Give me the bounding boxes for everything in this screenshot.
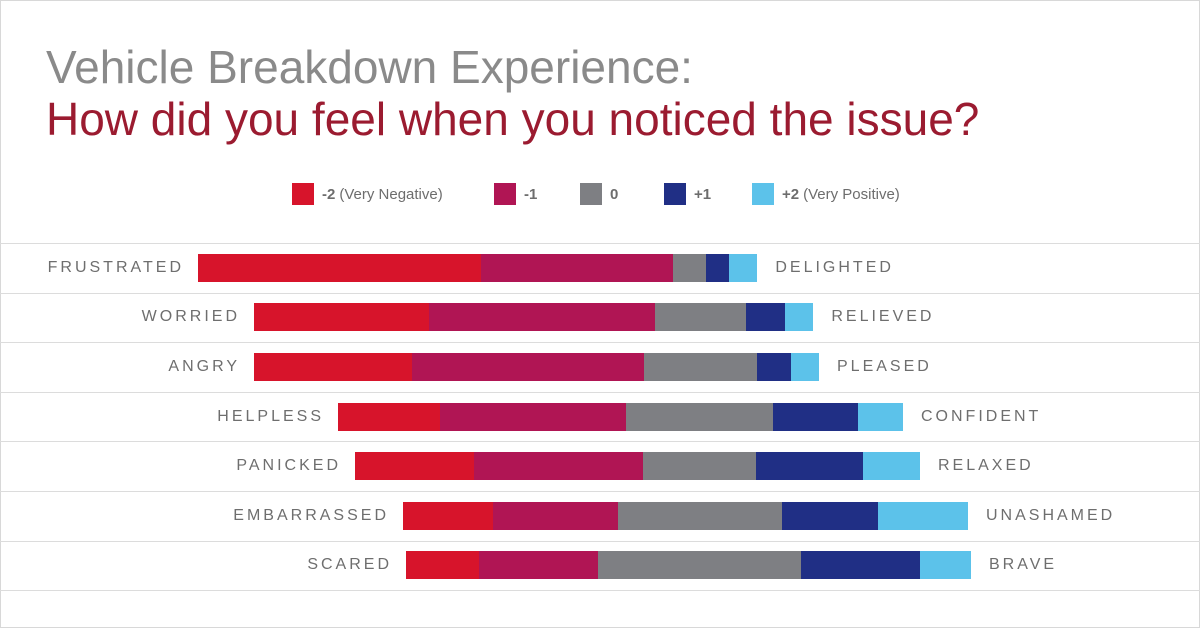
bar-row: [338, 402, 903, 431]
row-label-positive: CONFIDENT: [921, 407, 1042, 425]
row-divider: [0, 590, 1200, 591]
row-label-positive: RELAXED: [938, 457, 1034, 475]
bar-segment: [773, 402, 858, 431]
legend-item-zero: 0: [580, 183, 664, 205]
bar-segment: [338, 402, 440, 431]
bar-segment: [801, 551, 921, 580]
legend-swatch-pos1: [664, 183, 686, 205]
bar-row: [406, 551, 971, 580]
legend-key: +2: [782, 185, 800, 203]
bar-row: [355, 452, 920, 481]
bar-segment: [626, 402, 774, 431]
legend-desc: (Very Negative): [339, 185, 443, 203]
bar-segment: [655, 303, 746, 332]
legend-swatch-pos2: [752, 183, 774, 205]
row-label-positive: RELIEVED: [831, 308, 935, 326]
bar-row: [198, 253, 758, 282]
row-label-positive: BRAVE: [989, 556, 1058, 574]
bar-segment: [857, 402, 903, 431]
chart-subtitle: How did you feel when you noticed the is…: [46, 93, 980, 145]
row-label-positive: UNASHAMED: [986, 506, 1116, 524]
legend-swatch-neg2: [292, 183, 314, 205]
legend-swatch-neg1: [494, 183, 516, 205]
legend: -2 (Very Negative) -1 0 +1 +2 (Very Posi…: [292, 183, 932, 205]
row-divider: [0, 541, 1200, 542]
row-label-negative: FRUSTRATED: [47, 258, 184, 276]
bar-segment: [412, 353, 644, 381]
legend-key: -2: [322, 185, 336, 203]
legend-item-neg1: -1: [494, 183, 580, 205]
bar-segment: [480, 253, 673, 282]
bar-segment: [403, 501, 494, 530]
row-divider: [0, 441, 1200, 442]
row-label-negative: SCARED: [307, 556, 392, 574]
row-label-positive: PLEASED: [837, 358, 932, 375]
row-label-negative: WORRIED: [141, 308, 240, 326]
bar-segment: [756, 452, 864, 481]
bar-segment: [439, 402, 627, 431]
bar-segment: [479, 551, 599, 580]
legend-key: 0: [610, 185, 619, 203]
bar-segment: [643, 452, 757, 481]
bar-segment: [617, 501, 782, 530]
bar-segment: [745, 303, 786, 332]
bar-segment: [198, 253, 481, 282]
bar-segment: [643, 353, 757, 381]
chart-title: Vehicle Breakdown Experience:: [46, 41, 693, 93]
row-divider: [0, 243, 1200, 244]
bar-segment: [706, 253, 730, 282]
bar-segment: [429, 303, 656, 332]
row-divider: [0, 392, 1200, 393]
legend-key: -1: [524, 185, 538, 203]
bar-segment: [785, 303, 814, 332]
bar-segment: [406, 551, 480, 580]
row-divider: [0, 293, 1200, 294]
legend-desc: (Very Positive): [803, 185, 900, 203]
legend-item-neg2: -2 (Very Negative): [292, 183, 494, 205]
row-divider: [0, 491, 1200, 492]
bar-segment: [355, 452, 474, 481]
bar-segment: [756, 353, 791, 381]
row-label-negative: PANICKED: [236, 457, 341, 475]
legend-item-pos1: +1: [664, 183, 752, 205]
bar-segment: [729, 253, 758, 282]
bar-segment: [877, 501, 968, 530]
bar-row: [403, 501, 968, 530]
legend-item-pos2: +2 (Very Positive): [752, 183, 932, 205]
bar-row: [254, 303, 814, 332]
bar-segment: [863, 452, 920, 481]
bar-segment: [598, 551, 802, 580]
bar-segment: [254, 303, 430, 332]
bar-segment: [473, 452, 644, 481]
bar-segment: [493, 501, 618, 530]
legend-key: +1: [694, 185, 712, 203]
bar-segment: [672, 253, 707, 282]
legend-swatch-zero: [580, 183, 602, 205]
bar-segment: [920, 551, 971, 580]
row-label-negative: HELPLESS: [217, 407, 324, 425]
row-label-negative: EMBARRASSED: [233, 506, 389, 524]
bar-row: [254, 353, 819, 381]
bar-segment: [254, 353, 413, 381]
row-label-positive: DELIGHTED: [775, 258, 894, 276]
bar-segment: [781, 501, 878, 530]
bar-segment: [790, 353, 819, 381]
row-divider: [0, 342, 1200, 343]
row-label-negative: ANGRY: [168, 358, 240, 375]
